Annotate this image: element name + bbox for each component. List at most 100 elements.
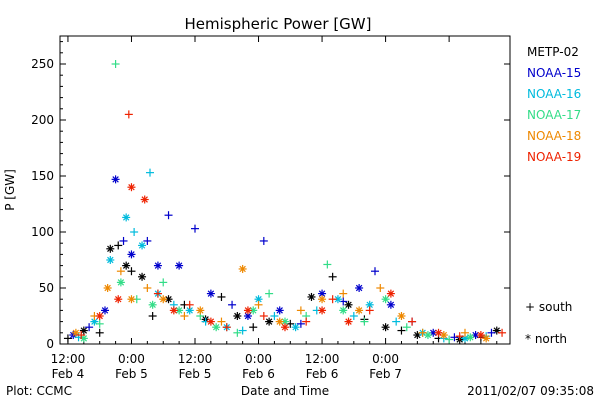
point-noaa-15-3 (111, 175, 120, 184)
point-noaa-18-3 (116, 267, 125, 276)
x-tick-time-4: 12:00 (305, 352, 340, 366)
point-noaa-15-9 (175, 261, 184, 270)
point-metp-02-14 (249, 323, 258, 332)
point-noaa-19-6 (153, 289, 162, 298)
point-noaa-19-12 (259, 312, 268, 320)
point-noaa-19-24 (498, 328, 507, 337)
point-noaa-16-2 (106, 256, 115, 264)
point-noaa-16-6 (146, 168, 154, 177)
point-noaa-18-22 (482, 334, 491, 343)
legend-north: * north (525, 332, 567, 346)
point-noaa-19-7 (169, 306, 178, 315)
point-noaa-18-21 (461, 328, 469, 337)
point-noaa-15-26 (487, 328, 496, 337)
point-noaa-18-19 (418, 328, 427, 337)
point-noaa-17-1 (95, 319, 104, 328)
point-noaa-18-13 (296, 306, 305, 315)
point-metp-02-6 (127, 267, 136, 276)
point-noaa-19-8 (185, 300, 194, 309)
legend-entry-noaa-16: NOAA-16 (527, 87, 581, 101)
point-noaa-19-17 (344, 317, 353, 326)
point-noaa-17-5 (148, 300, 157, 309)
legend-entry-metp-02: METP-02 (527, 45, 579, 59)
point-metp-02-12 (217, 292, 226, 301)
point-noaa-18-8 (196, 306, 205, 315)
legend: METP-02 NOAA-15 NOAA-16 NOAA-17 NOAA-18 NOAA-… (527, 45, 581, 164)
point-noaa-19-2 (114, 295, 123, 304)
point-noaa-17-18 (381, 295, 390, 304)
point-noaa-19-5 (140, 195, 149, 204)
point-noaa-17-2 (111, 60, 120, 68)
point-noaa-16-3 (122, 213, 131, 222)
point-noaa-16-15 (291, 323, 300, 332)
point-noaa-19-23 (476, 331, 485, 340)
data-points (63, 60, 507, 344)
point-noaa-16-18 (349, 312, 358, 320)
point-noaa-16-4 (130, 228, 139, 236)
x-axis-label: Date and Time (241, 384, 329, 398)
point-noaa-15-12 (228, 300, 237, 309)
point-noaa-19-18 (365, 306, 374, 315)
x-tick-time-5: 0:00 (372, 352, 399, 366)
x-tick-date-3: Feb 6 (242, 367, 275, 381)
x-tick-time-3: 0:00 (245, 352, 272, 366)
point-noaa-18-9 (217, 317, 226, 326)
point-noaa-16-5 (138, 241, 147, 250)
chart-title: Hemispheric Power [GW] (185, 15, 372, 33)
point-noaa-19-11 (243, 306, 252, 315)
point-noaa-17-16 (339, 306, 348, 315)
x-tick-time-0: 12:00 (51, 352, 86, 366)
point-noaa-16-17 (333, 295, 342, 304)
point-noaa-19-0 (77, 331, 86, 340)
point-noaa-18-7 (180, 312, 189, 320)
point-noaa-17-10 (233, 328, 242, 337)
point-noaa-15-16 (296, 319, 305, 328)
y-tick-label-2: 100 (31, 225, 54, 239)
point-noaa-18-5 (143, 284, 152, 292)
point-noaa-19-1 (95, 312, 104, 320)
point-noaa-15-20 (371, 267, 379, 276)
point-metp-02-3 (106, 244, 115, 253)
point-noaa-18-12 (275, 317, 284, 326)
y-axis: 0 50 100 150 200 250 (31, 41, 510, 351)
plot-credit: Plot: CCMC (6, 384, 72, 398)
point-metp-02-5 (122, 261, 131, 270)
point-noaa-15-1 (85, 323, 94, 332)
x-tick-date-4: Feb 6 (306, 367, 339, 381)
point-noaa-19-3 (124, 110, 133, 119)
point-metp-02-15 (265, 317, 274, 326)
point-noaa-15-4 (119, 236, 128, 245)
point-noaa-18-11 (254, 300, 263, 309)
point-metp-02-4 (114, 241, 123, 250)
point-metp-02-7 (138, 272, 147, 281)
point-noaa-19-13 (281, 323, 289, 332)
y-tick-label-4: 200 (31, 113, 54, 127)
x-tick-date-2: Feb 5 (179, 367, 212, 381)
point-noaa-15-8 (164, 211, 173, 220)
point-noaa-19-9 (206, 317, 215, 326)
point-noaa-19-20 (408, 317, 417, 326)
point-noaa-17-6 (159, 278, 168, 287)
point-noaa-17-9 (212, 323, 221, 332)
plot-timestamp: 2011/02/07 09:35:08 (467, 384, 594, 398)
point-noaa-18-18 (397, 312, 406, 320)
legend-entry-noaa-15: NOAA-15 (527, 66, 581, 80)
point-metp-02-0 (63, 334, 72, 343)
point-noaa-16-12 (238, 326, 247, 335)
point-noaa-15-7 (153, 261, 162, 270)
legend-entry-noaa-18: NOAA-18 (527, 129, 581, 143)
point-noaa-18-10 (238, 264, 247, 273)
point-noaa-17-19 (402, 323, 411, 332)
legend-entry-noaa-17: NOAA-17 (527, 108, 581, 122)
legend-entry-noaa-19: NOAA-19 (527, 150, 581, 164)
point-noaa-18-2 (103, 284, 112, 292)
x-tick-time-2: 12:00 (178, 352, 213, 366)
point-metp-02-21 (381, 323, 390, 332)
point-metp-02-17 (307, 292, 316, 301)
point-noaa-19-10 (222, 323, 231, 332)
point-noaa-18-16 (355, 306, 364, 315)
point-noaa-15-24 (450, 333, 459, 342)
y-tick-label-3: 150 (31, 169, 54, 183)
point-noaa-16-14 (270, 312, 279, 320)
